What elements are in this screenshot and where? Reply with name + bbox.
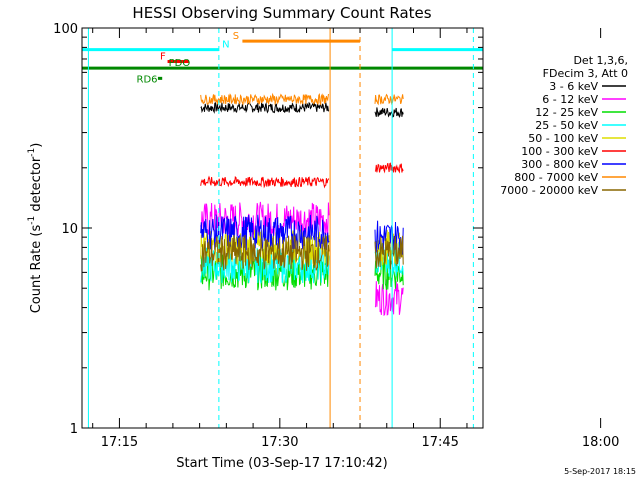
series-trace bbox=[200, 214, 330, 251]
y-tick-label: 10 bbox=[61, 222, 78, 237]
legend-entry-label: 3 - 6 keV bbox=[549, 80, 598, 93]
y-tick-label: 1 bbox=[70, 422, 78, 437]
series-trace bbox=[374, 162, 404, 174]
legend-entry-label: 800 - 7000 keV bbox=[514, 171, 598, 184]
series-trace bbox=[374, 220, 404, 256]
series-trace bbox=[374, 279, 404, 317]
flag-label: F bbox=[160, 51, 166, 62]
y-axis-label-main: Count Rate (s bbox=[29, 225, 44, 314]
x-tick-label: 17:45 bbox=[421, 435, 458, 450]
y-axis-label-sup1: -1 bbox=[27, 216, 37, 225]
x-axis-label: Start Time (03-Sep-17 17:10:42) bbox=[176, 456, 387, 471]
legend-entry-label: 6 - 12 keV bbox=[542, 93, 598, 106]
y-axis-label: Count Rate (s-1 detector-1) bbox=[27, 143, 44, 314]
chart-title: HESSI Observing Summary Count Rates bbox=[132, 4, 431, 22]
y-axis-label-mid: detector bbox=[29, 156, 44, 216]
series-layer bbox=[200, 92, 404, 317]
series-trace bbox=[374, 107, 404, 118]
x-tick-label: 17:30 bbox=[261, 435, 298, 450]
flag-label: S bbox=[233, 31, 239, 42]
flag-label: N bbox=[222, 40, 229, 51]
series-trace bbox=[200, 92, 330, 107]
flag-label: PDO bbox=[169, 58, 191, 69]
axis-layer: 17:1517:3017:4518:0018:1518:3018:4511010… bbox=[53, 22, 619, 450]
legend-entry-label: 50 - 100 keV bbox=[528, 132, 598, 145]
series-trace bbox=[200, 234, 330, 272]
series-trace bbox=[200, 175, 330, 189]
legend-entry-label: 25 - 50 keV bbox=[535, 119, 598, 132]
y-axis-label-sup2: -1 bbox=[27, 148, 37, 157]
series-trace bbox=[374, 235, 404, 270]
flag-label: RD6 bbox=[137, 74, 158, 85]
series-trace bbox=[200, 247, 330, 284]
series-trace bbox=[374, 93, 404, 106]
legend-header-2: FDecim 3, Att 0 bbox=[543, 67, 628, 80]
x-tick-label: 18:00 bbox=[582, 435, 619, 450]
y-axis-label-end: ) bbox=[29, 143, 44, 148]
legend-entry-label: 300 - 800 keV bbox=[521, 158, 598, 171]
legend-entry-label: 100 - 300 keV bbox=[521, 145, 598, 158]
series-trace bbox=[374, 255, 404, 290]
legend-entry-label: 7000 - 20000 keV bbox=[500, 184, 598, 197]
y-tick-label: 100 bbox=[53, 22, 78, 37]
x-tick-label: 17:15 bbox=[101, 435, 138, 450]
legend-header-1: Det 1,3,6, bbox=[573, 54, 628, 67]
legend-entry-label: 12 - 25 keV bbox=[535, 106, 598, 119]
footer-date: 5-Sep-2017 18:15 bbox=[564, 467, 636, 476]
series-trace bbox=[200, 101, 330, 114]
